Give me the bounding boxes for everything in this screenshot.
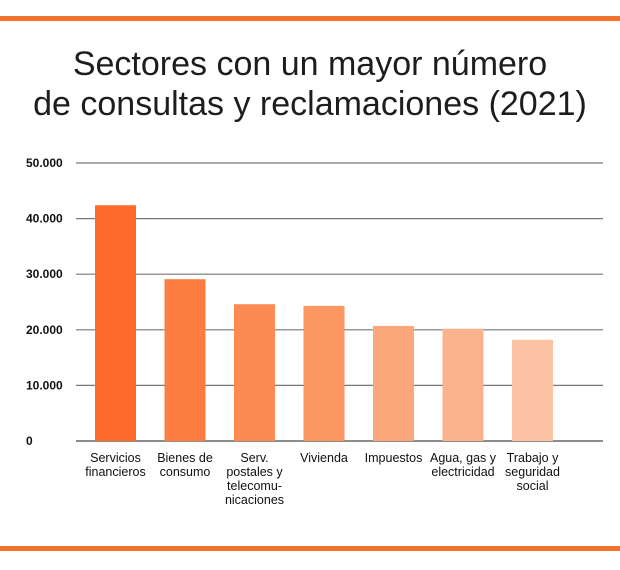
bar — [442, 328, 484, 441]
chart-title: Sectores con un mayor número de consulta… — [0, 44, 620, 124]
y-tick-label: 20.000 — [26, 323, 63, 337]
x-tick-label: Servicios financieros — [85, 451, 145, 479]
y-tick-label: 10.000 — [26, 378, 63, 392]
bar — [303, 305, 345, 441]
bar — [164, 279, 206, 441]
title-line-1: Sectores con un mayor número — [72, 45, 548, 83]
x-tick-label: Bienes de consumo — [157, 451, 213, 479]
bar — [234, 304, 275, 441]
y-tick-label: 50.000 — [26, 156, 63, 170]
bottom-rule — [0, 546, 620, 551]
title-line-2: de consultas y reclamaciones (2021) — [33, 85, 587, 123]
y-tick-label: 0 — [26, 434, 33, 448]
top-rule — [0, 16, 620, 21]
y-tick-label: 30.000 — [26, 267, 63, 281]
x-tick-label: Trabajo y seguridad social — [505, 451, 560, 493]
x-tick-label: Agua, gas y electricidad — [430, 451, 497, 479]
bar — [95, 205, 136, 441]
bar — [512, 339, 553, 441]
x-tick-label: Serv. postales y telecomu-nicaciones — [225, 451, 284, 507]
y-tick-label: 40.000 — [26, 212, 63, 226]
x-tick-label: Impuestos — [365, 451, 423, 465]
x-tick-label: Vivienda — [300, 451, 348, 465]
bar — [373, 325, 414, 441]
